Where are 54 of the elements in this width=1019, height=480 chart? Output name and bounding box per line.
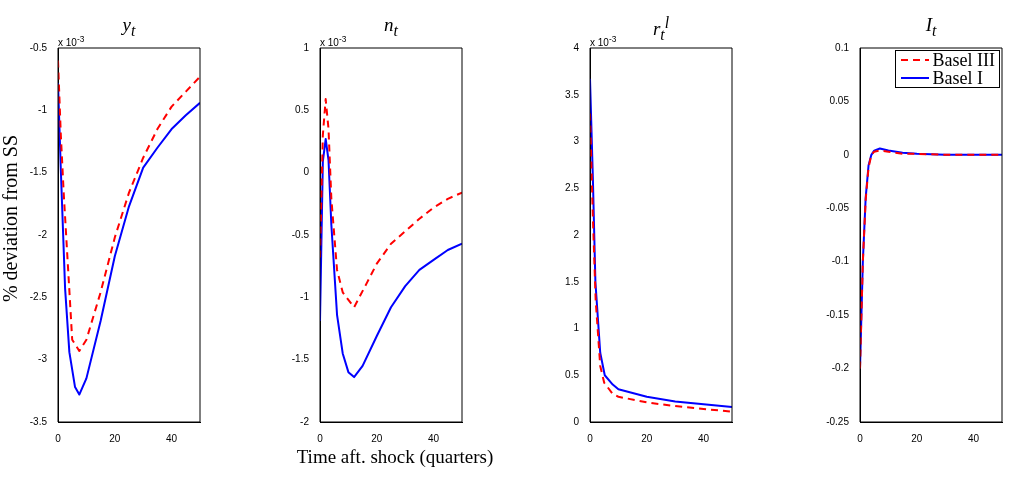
line-series bbox=[320, 98, 462, 309]
legend-label: Basel III bbox=[932, 50, 995, 70]
annotation: x 10$^{-3}$ bbox=[590, 34, 617, 49]
chart-title: I$_{t}$ bbox=[924, 14, 938, 40]
chart-title: y$_{t}$ bbox=[122, 14, 136, 39]
y-axis-title: % deviation from SS bbox=[0, 134, 23, 302]
x-tick-label: 0 bbox=[55, 432, 62, 444]
y-tick-label: 3 bbox=[573, 135, 580, 147]
y-tick-label: -0.5 bbox=[29, 41, 48, 53]
x-tick-label: 0 bbox=[857, 432, 864, 444]
y-tick-label: 0.5 bbox=[565, 369, 580, 380]
x-tick-label: 40 bbox=[968, 432, 980, 444]
chart-title: n$_{t}$ bbox=[384, 14, 398, 39]
annotation: x 10$^{-3}$ bbox=[320, 34, 347, 49]
x-tick-label: 0 bbox=[587, 432, 594, 444]
y-tick-label: -0.25 bbox=[826, 415, 850, 427]
legend-label: Basel I bbox=[932, 68, 983, 88]
x-tick-label: 20 bbox=[911, 432, 923, 444]
y-tick-label: 1.5 bbox=[565, 275, 580, 287]
x-tick-label: 0 bbox=[317, 432, 324, 444]
y-tick-label: 0 bbox=[303, 166, 310, 178]
y-tick-label: 0 bbox=[843, 148, 850, 160]
x-tick-label: 40 bbox=[166, 432, 178, 444]
y-tick-label: -1 bbox=[300, 291, 310, 303]
y-tick-label: -2 bbox=[300, 415, 310, 427]
x-tick-label: 20 bbox=[109, 432, 121, 444]
y-tick-label: 1 bbox=[573, 322, 580, 334]
x-tick-label: 40 bbox=[698, 432, 710, 444]
y-tick-label: -0.2 bbox=[831, 362, 850, 374]
y-tick-label: -0.05 bbox=[826, 202, 850, 214]
y-tick-label: -3 bbox=[38, 353, 48, 365]
y-tick-label: 0.5 bbox=[295, 104, 310, 116]
x-tick-label: 20 bbox=[641, 432, 653, 444]
y-tick-label: 4 bbox=[573, 41, 580, 53]
y-tick-label: -3.5 bbox=[29, 415, 48, 427]
annotation: x 10$^{-3}$ bbox=[58, 34, 85, 49]
x-tick-label: 40 bbox=[428, 432, 440, 444]
y-tick-label: -1.5 bbox=[29, 166, 48, 178]
y-tick-label: -0.5 bbox=[291, 228, 310, 240]
y-tick-label: -1.5 bbox=[291, 353, 310, 365]
y-tick-label: 0.1 bbox=[835, 41, 850, 53]
y-tick-label: 2 bbox=[573, 228, 580, 240]
y-tick-label: 0 bbox=[573, 415, 580, 427]
x-axis-title: Time aft. shock (quarters) bbox=[295, 446, 495, 468]
y-tick-label: -0.15 bbox=[826, 308, 850, 320]
y-tick-label: -1 bbox=[38, 104, 48, 116]
y-tick-label: 0.05 bbox=[829, 95, 850, 107]
x-tick-label: 20 bbox=[371, 432, 383, 444]
y-tick-label: 2.5 bbox=[565, 182, 580, 193]
y-tick-label: 3.5 bbox=[565, 88, 580, 100]
y-tick-label: -2 bbox=[38, 228, 48, 240]
y-tick-label: -2.5 bbox=[29, 291, 48, 303]
y-tick-label: 1 bbox=[303, 41, 310, 53]
y-tick-label: -0.1 bbox=[831, 255, 850, 267]
